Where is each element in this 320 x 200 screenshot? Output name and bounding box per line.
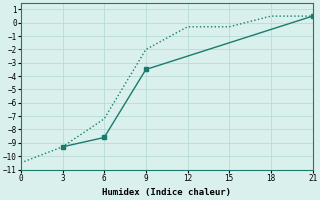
X-axis label: Humidex (Indice chaleur): Humidex (Indice chaleur) — [102, 188, 231, 197]
